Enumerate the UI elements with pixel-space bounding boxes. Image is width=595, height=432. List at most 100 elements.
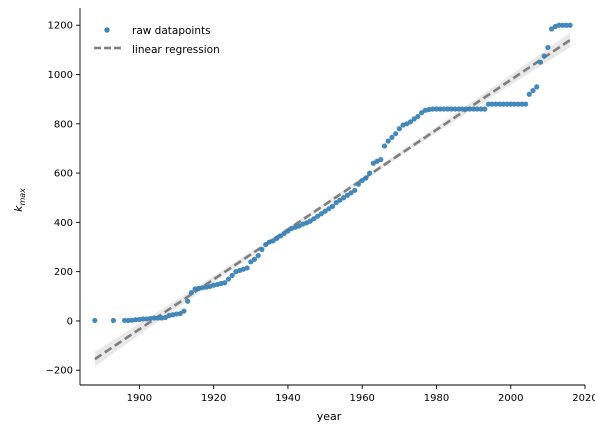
data-point (396, 126, 402, 132)
data-point (381, 143, 388, 149)
data-point (222, 280, 228, 286)
data-point (307, 218, 313, 224)
x-tick-label: 1900 (127, 393, 152, 404)
data-point (467, 106, 473, 112)
y-tick-label: −200 (46, 366, 73, 377)
data-point (244, 265, 250, 271)
scatter-points-layer (92, 22, 573, 324)
data-point (92, 317, 98, 324)
data-point (341, 195, 347, 201)
data-point (567, 22, 573, 28)
data-point (522, 101, 529, 107)
data-point (151, 315, 157, 321)
data-point (333, 200, 339, 206)
axes (79, 8, 585, 386)
confidence-band (94, 32, 571, 367)
x-tick-label: 2020 (572, 393, 595, 404)
data-point (121, 317, 128, 324)
y-tick-label: 400 (54, 218, 73, 229)
data-point (548, 26, 555, 32)
data-point (445, 106, 451, 112)
data-point (485, 101, 492, 107)
data-point (560, 22, 566, 28)
data-point (511, 101, 518, 107)
legend: raw datapoints linear regression (94, 25, 220, 56)
data-point (456, 106, 462, 112)
data-point (177, 310, 183, 317)
data-point (378, 156, 384, 163)
regression-line-layer (94, 38, 571, 361)
data-point (318, 211, 324, 217)
data-point (188, 290, 194, 296)
data-point (433, 106, 440, 112)
y-tick-label: 600 (54, 169, 73, 180)
data-point (274, 235, 280, 241)
legend-marker-raw-datapoints (104, 27, 110, 33)
data-point (530, 87, 536, 94)
data-point (285, 228, 291, 234)
y-axis-label: kmax (12, 188, 27, 212)
data-point (385, 138, 391, 144)
data-point (508, 101, 514, 107)
data-point (407, 119, 414, 125)
y-axis-label-main: k (12, 205, 25, 212)
data-point (133, 317, 139, 323)
data-point (526, 91, 532, 97)
data-point (437, 106, 443, 112)
data-point (181, 308, 187, 314)
y-ticks: −200 0 200 400 600 800 1000 1200 (46, 21, 80, 377)
x-tick-label: 1960 (349, 393, 374, 404)
data-point (489, 101, 495, 107)
data-point (452, 106, 458, 112)
data-point (493, 101, 499, 107)
data-point (519, 101, 525, 107)
data-point (474, 106, 480, 112)
data-point (393, 131, 399, 137)
y-tick-label: 1200 (48, 21, 73, 32)
data-point (155, 315, 161, 321)
data-point (263, 241, 269, 248)
x-tick-label: 1940 (275, 393, 300, 404)
data-point (515, 101, 521, 107)
data-point (419, 110, 425, 116)
data-point (478, 106, 484, 112)
data-point (255, 253, 261, 259)
data-point (348, 190, 354, 196)
data-point (441, 106, 447, 112)
data-point (534, 84, 540, 90)
data-point (411, 116, 417, 122)
y-tick-label: 1000 (48, 70, 73, 81)
data-point (248, 259, 254, 265)
data-point (482, 106, 488, 112)
data-point (329, 203, 336, 209)
data-point (315, 213, 321, 219)
data-point (556, 22, 562, 28)
data-point (363, 175, 369, 181)
x-tick-label: 1980 (424, 393, 449, 404)
y-tick-label: 200 (54, 267, 73, 278)
data-point (344, 192, 350, 198)
data-point (185, 298, 191, 304)
data-point (541, 53, 547, 59)
y-tick-label: 0 (67, 316, 73, 327)
legend-label-raw-datapoints: raw datapoints (132, 25, 211, 37)
data-point (355, 181, 362, 187)
data-point (415, 113, 421, 120)
data-point (545, 44, 551, 51)
data-point (259, 246, 265, 253)
y-axis-label-sub: max (18, 188, 27, 206)
data-point (311, 216, 317, 222)
data-point (270, 238, 276, 244)
regression-line (94, 38, 571, 361)
data-point (563, 22, 570, 28)
data-point (471, 106, 477, 112)
x-tick-label: 1920 (201, 393, 226, 404)
x-ticks: 1900 1920 1940 1960 1980 2000 2020 (127, 385, 595, 404)
data-point (389, 134, 395, 140)
data-point (125, 317, 131, 324)
data-point (110, 317, 117, 324)
data-point (281, 230, 287, 237)
data-point (352, 187, 358, 193)
data-point (504, 101, 510, 107)
